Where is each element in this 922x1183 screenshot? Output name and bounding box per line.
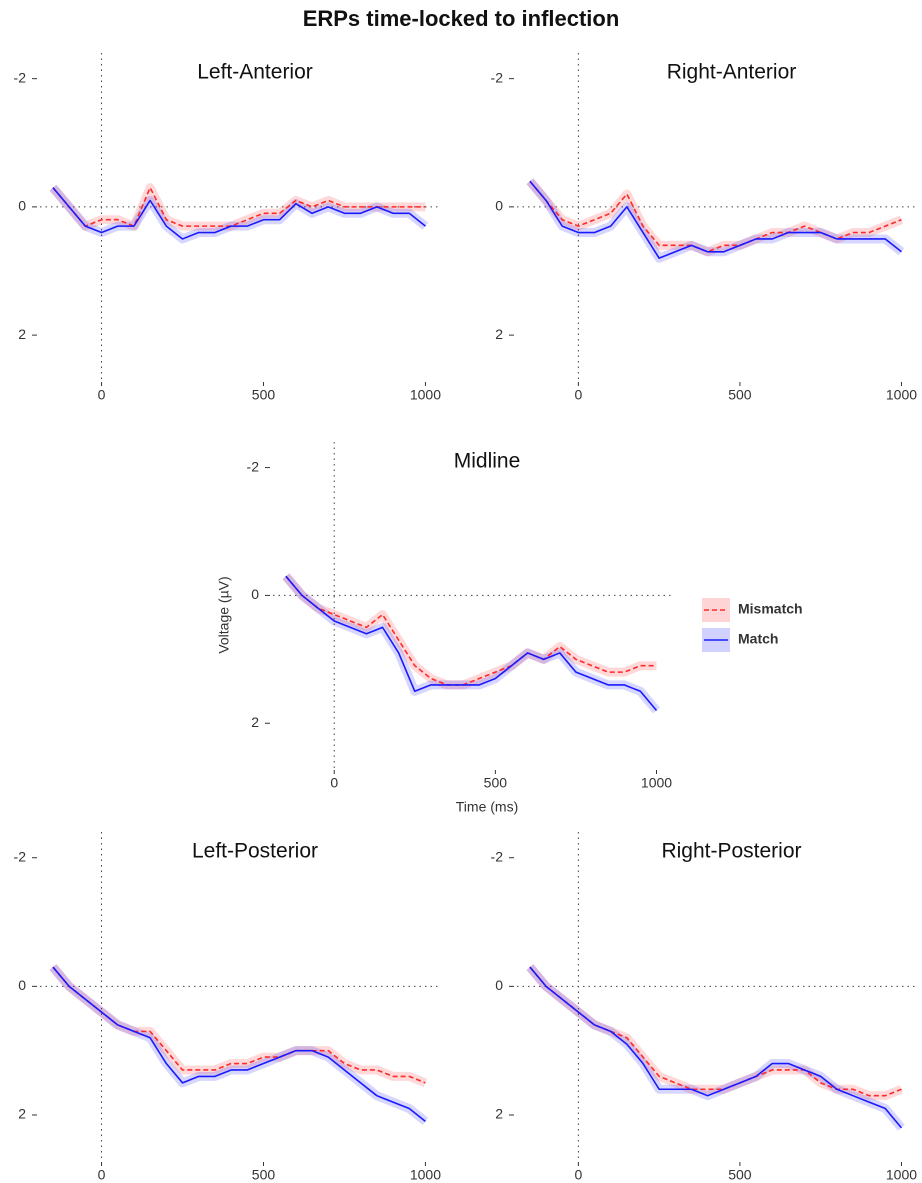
series-line	[285, 575, 657, 686]
panel-title: Left-Anterior	[197, 61, 313, 84]
series-line	[529, 180, 902, 253]
panel-title: Right-Posterior	[661, 840, 801, 863]
ribbon	[282, 573, 660, 714]
x-tick-label: 500	[728, 387, 752, 403]
y-tick-label: 0	[495, 977, 503, 993]
y-axis-label: Voltage (µV)	[216, 576, 232, 653]
ribbon	[282, 573, 657, 690]
y-tick-label: 2	[18, 326, 26, 342]
x-tick-label: 500	[728, 1167, 752, 1183]
series-line	[285, 575, 658, 711]
series-line	[529, 180, 902, 259]
x-tick-label: 0	[98, 387, 106, 403]
series-line	[52, 187, 426, 240]
x-tick-label: 1000	[886, 387, 917, 403]
legend-label: Match	[738, 631, 778, 647]
y-tick-label: 0	[251, 586, 259, 602]
y-tick-label: -2	[247, 458, 260, 474]
panel-title: Left-Posterior	[192, 840, 318, 863]
y-tick-label: 2	[495, 1106, 503, 1122]
y-tick-label: 0	[18, 198, 26, 214]
ribbon	[49, 184, 429, 244]
x-tick-label: 0	[574, 387, 582, 403]
series-line	[52, 186, 426, 227]
panel-title: Midline	[454, 450, 521, 473]
page-title: ERPs time-locked to inflection	[303, 6, 620, 31]
y-tick-label: -2	[491, 848, 504, 864]
y-tick-label: 2	[495, 326, 503, 342]
x-tick-label: 500	[252, 387, 276, 403]
y-tick-label: 2	[18, 1106, 26, 1122]
x-tick-label: 1000	[641, 775, 672, 791]
y-tick-label: -2	[14, 848, 27, 864]
series-line	[52, 966, 426, 1123]
x-tick-label: 1000	[410, 1167, 441, 1183]
x-tick-label: 0	[574, 1167, 582, 1183]
panel-title: Right-Anterior	[667, 61, 797, 84]
y-tick-label: 0	[18, 977, 26, 993]
ribbon	[49, 964, 429, 1125]
x-tick-label: 500	[484, 775, 508, 791]
x-axis-label: Time (ms)	[456, 799, 518, 815]
y-tick-label: -2	[14, 69, 27, 85]
ribbon	[526, 964, 905, 1131]
ribbon	[49, 964, 428, 1088]
x-tick-label: 500	[252, 1167, 276, 1183]
y-tick-label: 0	[495, 198, 503, 214]
series-line	[529, 966, 903, 1129]
y-tick-label: 2	[251, 714, 259, 730]
x-tick-label: 0	[98, 1167, 106, 1183]
x-tick-label: 1000	[410, 387, 441, 403]
x-tick-label: 1000	[886, 1167, 917, 1183]
x-tick-label: 0	[330, 775, 338, 791]
y-tick-label: -2	[491, 69, 504, 85]
legend-label: Mismatch	[738, 601, 803, 617]
